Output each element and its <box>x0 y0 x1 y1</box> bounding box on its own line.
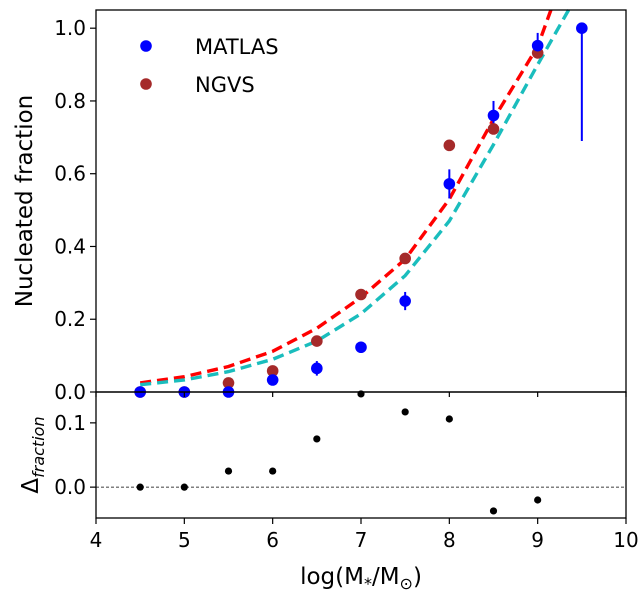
residual-point <box>181 484 188 491</box>
residual-y-tick-label: 0.1 <box>54 411 86 435</box>
residual-point <box>137 484 144 491</box>
residual-point <box>402 408 409 415</box>
bottom-plot-frame <box>96 392 626 518</box>
y-tick-label: 0.8 <box>54 89 86 113</box>
y-tick-label: 0.0 <box>54 380 86 404</box>
y-tick-label: 1.0 <box>54 16 86 40</box>
delta-subscript: fraction <box>29 416 48 477</box>
residual-points <box>137 390 542 514</box>
x-title-sun: ⊙ <box>400 574 413 593</box>
x-axis: 4 5 6 7 8 9 10 <box>90 518 638 552</box>
data-point-matlas <box>444 178 456 190</box>
data-point-matlas <box>355 341 367 353</box>
x-tick-label: 10 <box>613 528 638 552</box>
bottom-panel: 0.0 0.1 4 5 6 7 8 9 10 Δfraction log(M*/M⊙) <box>18 390 638 593</box>
x-title-part2: /M <box>372 564 400 590</box>
residual-point <box>534 496 541 503</box>
x-axis-title: log(M*/M⊙) <box>300 564 422 593</box>
x-tick-label: 7 <box>355 528 368 552</box>
x-title-sub: * <box>364 574 372 593</box>
residual-point <box>313 435 320 442</box>
residual-point <box>490 507 497 514</box>
y-tick-label: 0.2 <box>54 307 86 331</box>
residual-point <box>225 467 232 474</box>
data-point-ngvs <box>399 253 411 265</box>
legend-label-ngvs: NGVS <box>195 73 255 97</box>
residual-y-tick-label: 0.0 <box>54 475 86 499</box>
fit-curve-red <box>140 10 551 383</box>
legend-label-matlas: MATLAS <box>195 35 279 59</box>
top-plot-frame <box>96 10 626 392</box>
data-point-ngvs <box>444 140 456 152</box>
x-tick-label: 9 <box>531 528 544 552</box>
top-y-axis: 0.0 0.2 0.4 0.6 0.8 1.0 <box>54 16 626 404</box>
residual-axis-title: Δfraction <box>18 416 48 493</box>
y-tick-label: 0.6 <box>54 162 86 186</box>
data-point-matlas <box>488 110 500 122</box>
data-point-ngvs <box>488 123 500 135</box>
data-point-matlas <box>576 22 588 34</box>
bottom-y-axis: 0.0 0.1 <box>54 411 96 499</box>
x-tick-label: 6 <box>266 528 279 552</box>
x-tick-label: 5 <box>178 528 191 552</box>
x-title-part1: log(M <box>300 564 364 590</box>
data-point-ngvs <box>355 289 367 301</box>
data-point-matlas <box>532 40 544 52</box>
residual-point <box>269 467 276 474</box>
x-tick-label: 4 <box>90 528 103 552</box>
data-point-matlas <box>399 295 411 307</box>
data-point-matlas <box>311 363 323 375</box>
delta-symbol: Δ <box>18 478 44 494</box>
fit-curves <box>140 10 568 385</box>
y-tick-label: 0.4 <box>54 234 86 258</box>
data-point-matlas <box>267 374 279 386</box>
legend-marker-matlas <box>140 40 152 52</box>
x-tick-label: 8 <box>443 528 456 552</box>
fit-curve-cyan <box>140 10 568 385</box>
legend: MATLAS NGVS <box>140 35 278 97</box>
y-axis-title: Nucleated fraction <box>12 95 38 308</box>
residual-point <box>446 415 453 422</box>
top-panel: 0.0 0.2 0.4 0.6 0.8 1.0 Nucleated fraction MA… <box>12 10 626 404</box>
x-title-part3: ) <box>413 564 422 590</box>
legend-marker-ngvs <box>140 78 152 90</box>
data-point-ngvs <box>311 335 323 347</box>
